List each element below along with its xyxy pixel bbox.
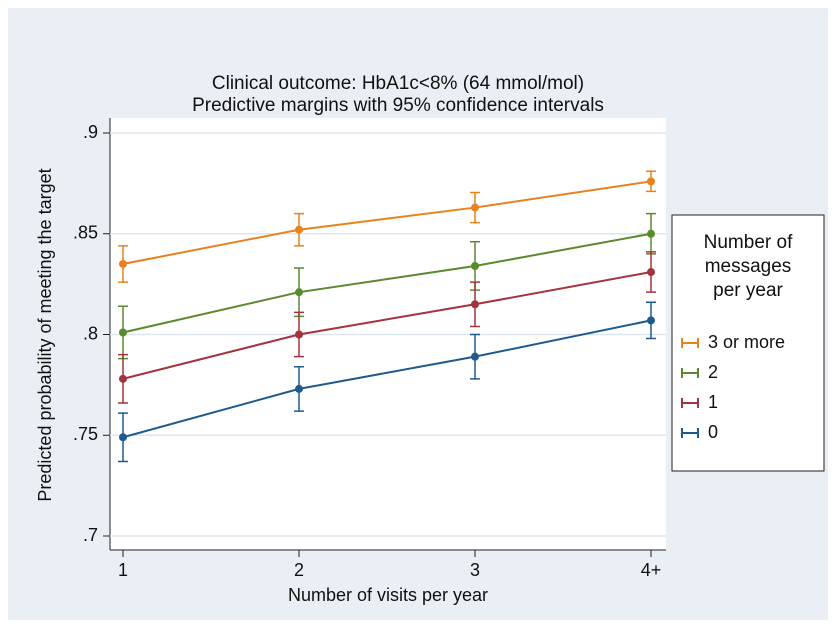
legend-label: 2 <box>708 362 718 382</box>
x-tick-label: 2 <box>294 560 304 580</box>
chart-title: Clinical outcome: HbA1c<8% (64 mmol/mol) <box>212 73 584 94</box>
legend-swatch <box>681 428 699 438</box>
data-point <box>119 374 127 383</box>
data-point <box>471 203 479 212</box>
legend-swatch <box>681 368 699 378</box>
legend-label: 1 <box>708 392 718 412</box>
x-tick-label: 4+ <box>641 560 662 580</box>
data-point <box>119 433 127 442</box>
legend-title: per year <box>713 280 783 301</box>
data-point <box>295 330 303 339</box>
y-tick-label: .75 <box>73 424 98 444</box>
data-point <box>647 316 655 325</box>
x-axis-label: Number of visits per year <box>288 585 488 605</box>
legend-label: 0 <box>708 422 718 442</box>
series-line <box>122 319 652 439</box>
legend-swatch <box>681 338 699 348</box>
data-point <box>295 288 303 297</box>
y-tick-label: .8 <box>83 323 98 343</box>
data-point <box>471 300 479 309</box>
legend-swatch <box>681 398 699 408</box>
data-point <box>119 259 127 268</box>
data-point <box>471 352 479 361</box>
series-line <box>122 271 652 380</box>
x-tick-label: 1 <box>118 560 128 580</box>
y-tick-label: .9 <box>83 122 98 142</box>
y-tick-label: .85 <box>73 223 98 243</box>
data-point <box>471 261 479 270</box>
x-tick-label: 3 <box>470 560 480 580</box>
series-line <box>122 180 652 265</box>
y-tick-label: .7 <box>83 525 98 545</box>
chart-subtitle: Predictive margins with 95% confidence i… <box>192 95 604 116</box>
legend-title: messages <box>705 256 792 277</box>
legend-label: 3 or more <box>708 332 785 352</box>
data-point <box>295 225 303 234</box>
data-point <box>119 328 127 337</box>
series-line <box>122 232 652 334</box>
data-point <box>295 384 303 393</box>
y-axis-label: Predicted probability of meeting the tar… <box>35 168 55 501</box>
data-point <box>647 229 655 238</box>
data-point <box>647 268 655 277</box>
data-point <box>647 177 655 186</box>
legend-title: Number of <box>704 232 793 253</box>
